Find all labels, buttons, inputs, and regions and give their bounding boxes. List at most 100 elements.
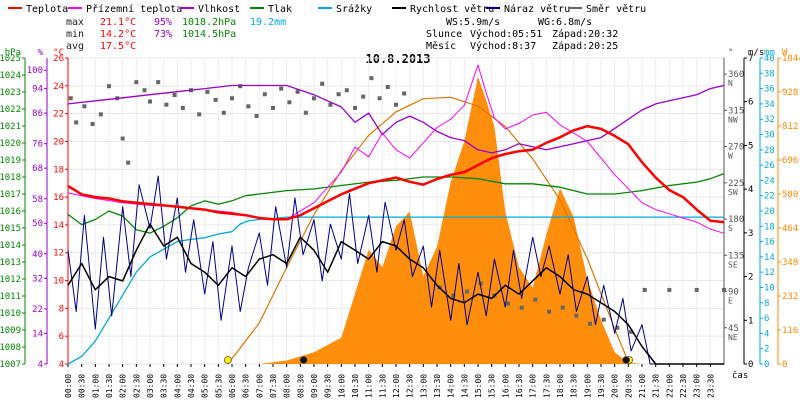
wind-direction-point xyxy=(312,96,316,101)
wind-direction-point xyxy=(574,313,579,318)
ms-axis-tick-label: 4 xyxy=(748,185,753,195)
wind-direction-point xyxy=(74,120,79,125)
plot-area xyxy=(67,64,726,365)
wm2-axis-tick-label: 232 xyxy=(782,292,798,302)
percent-axis-tick-label: 58 xyxy=(32,195,43,205)
hpa-axis-tick-label: 1013 xyxy=(0,258,21,268)
wm2-axis-tick-label: 116 xyxy=(782,326,798,336)
mm-axis-tick-label: 40 xyxy=(764,54,775,64)
ms-axis-tick-label: 3 xyxy=(748,229,753,239)
wind-direction-point xyxy=(478,281,483,286)
stats-max-temp: 21.1°C xyxy=(100,17,136,28)
direction-axis-tick-label: 90 xyxy=(728,288,739,298)
hpa-axis-tick-label: 1019 xyxy=(0,156,21,166)
celsius-axis-tick-label: 10 xyxy=(53,277,64,287)
hpa-axis-unit: hPa xyxy=(5,48,21,58)
wind-direction-point xyxy=(262,92,267,97)
x-tick-label: 05:00 xyxy=(201,374,210,398)
wm2-axis-tick-label: 348 xyxy=(782,258,798,268)
mm-axis-tick-label: 10 xyxy=(764,284,775,294)
ms-axis-tick-label: 7 xyxy=(748,54,753,64)
mm-axis-tick-label: 4 xyxy=(764,329,769,339)
x-tick-label: 20:00 xyxy=(611,374,620,398)
wind-direction-point xyxy=(180,105,185,110)
x-tick-label: 18:30 xyxy=(570,374,579,398)
x-tick-label: 11:30 xyxy=(378,374,387,398)
wind-direction-point xyxy=(402,91,407,96)
direction-axis-dir-label: E xyxy=(728,297,733,306)
x-tick-label: 09:00 xyxy=(310,374,319,398)
legend-label: Rychlost větru xyxy=(410,3,494,15)
percent-axis-tick-label: 100 xyxy=(27,66,43,76)
wind-direction-point xyxy=(353,105,357,110)
x-tick-label: 19:00 xyxy=(583,374,592,398)
mm-axis-tick-label: 28 xyxy=(764,146,775,156)
mm-axis-tick-label: 34 xyxy=(764,100,775,110)
wind-direction-point xyxy=(451,293,456,298)
wind-direction-point xyxy=(287,100,292,105)
wind-direction-point xyxy=(254,113,259,118)
wm2-axis-tick-label: 580 xyxy=(782,190,798,200)
x-tick-label: 07:30 xyxy=(269,374,278,398)
percent-axis-tick-label: 76 xyxy=(32,140,43,150)
wind-direction-point xyxy=(221,110,226,115)
x-tick-label: 21:00 xyxy=(638,374,647,398)
x-tick-label: 17:00 xyxy=(529,374,538,398)
x-tick-label: 04:00 xyxy=(173,374,182,398)
x-tick-label: 15:30 xyxy=(488,374,497,398)
wind-direction-point xyxy=(134,80,139,85)
x-axis-label: čas xyxy=(732,370,748,381)
stats-max-label: max xyxy=(66,17,84,28)
wind-direction-point xyxy=(465,289,470,294)
x-tick-label: 16:00 xyxy=(501,374,510,398)
percent-axis-tick-label: 14 xyxy=(32,329,43,339)
sunrise-marker xyxy=(223,356,232,364)
mm-axis-unit: mm xyxy=(764,48,775,58)
hpa-axis-tick-label: 1008 xyxy=(0,343,21,353)
percent-axis-tick-label: 4 xyxy=(38,360,43,370)
direction-axis-dir-label: SE xyxy=(728,260,738,269)
celsius-axis-tick-label: 8 xyxy=(59,304,64,314)
wind-direction-point xyxy=(246,104,251,109)
celsius-axis-tick-label: 14 xyxy=(53,221,64,231)
celsius-axis-tick-label: 6 xyxy=(59,332,64,342)
hpa-axis-tick-label: 1015 xyxy=(0,224,21,234)
moon-rise: Východ:8:37 xyxy=(470,40,536,52)
percent-axis-tick-label: 50 xyxy=(32,219,43,229)
wind-direction-point xyxy=(506,301,511,306)
stats-avg-temp: 17.5°C xyxy=(100,41,136,52)
wind-direction-point xyxy=(156,80,161,85)
x-tick-label: 08:00 xyxy=(283,374,292,398)
wind-direction-point xyxy=(142,88,147,93)
stats-min-press: 1014.5hPa xyxy=(182,29,236,40)
mm-axis-tick-label: 32 xyxy=(764,115,775,125)
ms-axis-unit: m/s xyxy=(748,48,764,58)
direction-axis-tick-label: 270 xyxy=(728,143,744,153)
wind-direction-point xyxy=(107,84,111,89)
ms-axis-tick-label: 1 xyxy=(748,316,753,326)
x-tick-label: 00:30 xyxy=(78,374,87,398)
hpa-axis-tick-label: 1009 xyxy=(0,326,21,336)
x-tick-label: 06:30 xyxy=(242,374,251,398)
hpa-axis-tick-label: 1007 xyxy=(0,360,21,370)
wind-direction-point xyxy=(642,287,647,292)
x-tick-label: 11:00 xyxy=(365,374,374,398)
x-tick-label: 19:30 xyxy=(597,374,606,398)
percent-axis-tick-label: 22 xyxy=(32,305,43,315)
sun-label: Slunce xyxy=(426,29,462,40)
wind-direction-point xyxy=(90,122,95,127)
wind-direction-point xyxy=(205,89,210,94)
x-tick-label: 01:00 xyxy=(91,374,100,398)
direction-axis-tick-label: 225 xyxy=(728,179,744,189)
wm2-axis-unit: W xyxy=(782,48,788,58)
x-tick-label: 03:30 xyxy=(160,374,169,398)
x-tick-label: 09:30 xyxy=(324,374,333,398)
direction-axis-dir-label: SW xyxy=(728,188,738,197)
wind-direction-point xyxy=(694,287,699,292)
mm-axis-tick-label: 26 xyxy=(764,161,775,171)
wind-direction-point xyxy=(271,105,275,110)
x-tick-label: 05:30 xyxy=(214,374,223,398)
direction-axis-dir-label: NW xyxy=(728,115,738,124)
series-humidity xyxy=(67,84,725,154)
